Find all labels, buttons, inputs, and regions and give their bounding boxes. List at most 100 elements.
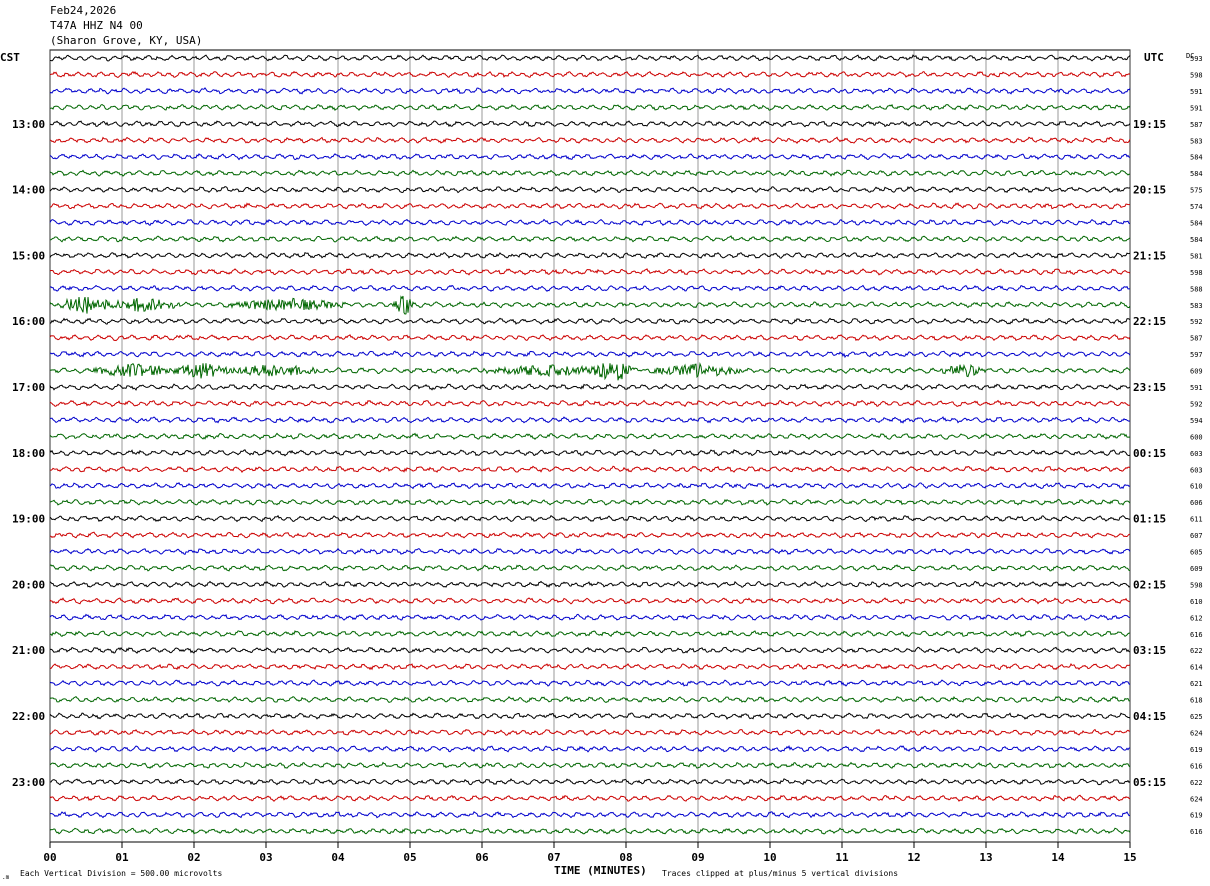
dc-offset-label: 621	[1190, 680, 1203, 688]
utc-hour-label: 05:15	[1133, 776, 1166, 789]
dc-offset-label: 612	[1190, 614, 1203, 622]
record-date: Feb24,2026	[50, 4, 117, 17]
seismic-trace	[49, 580, 1131, 589]
seismic-trace	[49, 514, 1131, 523]
minute-tick-label: 15	[1123, 851, 1136, 864]
minute-tick-label: 14	[1051, 851, 1065, 864]
dc-offset-label: 592	[1190, 318, 1203, 326]
seismic-trace	[49, 268, 1131, 276]
seismic-trace	[49, 630, 1131, 638]
seismic-trace	[49, 646, 1131, 654]
dc-offset-label: 598	[1190, 581, 1203, 589]
dc-offset-label: 584	[1190, 236, 1203, 244]
dc-offset-label: 593	[1190, 55, 1203, 63]
minute-tick-label: 11	[835, 851, 849, 864]
seismic-traces	[49, 54, 1131, 835]
utc-hour-label: 00:15	[1133, 447, 1166, 460]
cst-hour-label: 23:00	[12, 776, 45, 789]
plot-frame	[49, 49, 1131, 843]
utc-hour-label: 23:15	[1133, 381, 1166, 394]
seismic-trace	[49, 794, 1131, 802]
seismic-trace	[49, 778, 1131, 786]
dc-offset-label: 616	[1190, 631, 1203, 639]
seismic-trace	[49, 613, 1131, 621]
utc-hour-label: 03:15	[1133, 644, 1166, 657]
minute-tick-label: 12	[907, 851, 920, 864]
seismic-trace	[49, 317, 1131, 325]
dc-offset-label: 592	[1190, 400, 1203, 408]
dc-offset-label: 625	[1190, 713, 1203, 721]
dc-offset-label: 575	[1190, 187, 1203, 195]
dc-offset-label: 622	[1190, 779, 1203, 787]
dc-offset-label: 603	[1190, 466, 1203, 474]
dc-offset-label: 624	[1190, 729, 1203, 737]
corner-mark: .m	[2, 874, 10, 881]
cst-hour-label: 14:00	[12, 184, 45, 197]
seismic-trace	[49, 531, 1131, 539]
minute-tick-label: 05	[403, 851, 416, 864]
dc-offset-label: 598	[1190, 71, 1203, 79]
seismic-trace	[49, 169, 1131, 177]
dc-offset-label: 587	[1190, 121, 1203, 129]
dc-offset-label: 574	[1190, 203, 1203, 211]
minute-tick-label: 01	[115, 851, 129, 864]
cst-hour-label: 22:00	[12, 710, 45, 723]
seismic-trace	[49, 465, 1131, 473]
utc-hour-label: 22:15	[1133, 315, 1166, 328]
cst-hour-label: 15:00	[12, 249, 45, 262]
seismic-trace	[49, 498, 1131, 506]
dc-offset-label: 583	[1190, 302, 1203, 310]
seismic-trace	[49, 481, 1131, 490]
cst-hour-label: 19:00	[12, 513, 45, 526]
utc-hour-label: 04:15	[1133, 710, 1166, 723]
cst-hour-label: 21:00	[12, 644, 45, 657]
dc-offset-label: 584	[1190, 154, 1203, 162]
minute-tick-label: 03	[259, 851, 272, 864]
dc-offset-label: 614	[1190, 664, 1203, 672]
dc-offset-label: 591	[1190, 384, 1203, 392]
seismic-trace	[49, 383, 1131, 391]
dc-offset-label: 616	[1190, 762, 1203, 770]
seismic-trace	[49, 811, 1131, 819]
dc-offset-label: 618	[1190, 697, 1203, 705]
utc-hour-label: 19:15	[1133, 118, 1166, 131]
seismic-trace	[49, 679, 1131, 687]
seismic-trace	[49, 662, 1131, 671]
seismic-trace	[49, 235, 1131, 243]
seismic-trace	[49, 334, 1131, 342]
minute-tick-label: 00	[43, 851, 56, 864]
minute-tick-label: 09	[691, 851, 704, 864]
dc-offset-label: 616	[1190, 828, 1203, 836]
dc-offset-label: 584	[1190, 220, 1203, 228]
utc-hour-label: 20:15	[1133, 184, 1166, 197]
seismic-trace	[49, 54, 1131, 62]
seismic-trace	[49, 103, 1131, 112]
utc-hour-label: 02:15	[1133, 578, 1166, 591]
dc-offset-label: 606	[1190, 499, 1203, 507]
cst-hour-label: 17:00	[12, 381, 45, 394]
minute-tick-label: 07	[547, 851, 560, 864]
seismic-trace	[49, 295, 1131, 315]
dc-offset-label: 611	[1190, 516, 1203, 524]
seismic-trace	[49, 153, 1131, 161]
dc-offset-label: 605	[1190, 549, 1203, 557]
dc-offset-label: 583	[1190, 137, 1203, 145]
cst-hour-label: 16:00	[12, 315, 45, 328]
dc-offset-label: 624	[1190, 795, 1203, 803]
seismic-trace	[49, 350, 1131, 359]
minute-tick-label: 08	[619, 851, 632, 864]
seismic-trace	[49, 564, 1131, 572]
seismic-trace	[49, 251, 1131, 259]
seismic-trace	[49, 136, 1131, 145]
station-code: T47A HHZ N4 00	[50, 19, 143, 32]
seismic-trace	[49, 449, 1131, 457]
seismic-trace	[49, 218, 1131, 227]
dc-axis-label: DC	[1186, 52, 1194, 60]
clip-note: Traces clipped at plus/minus 5 vertical …	[662, 869, 898, 878]
utc-axis-label: UTC	[1144, 51, 1164, 64]
dc-offset-label: 597	[1190, 351, 1203, 359]
seismic-trace	[49, 87, 1131, 95]
dc-offset-label: 610	[1190, 483, 1203, 491]
scale-note: Each Vertical Division = 500.00 microvol…	[20, 869, 222, 878]
